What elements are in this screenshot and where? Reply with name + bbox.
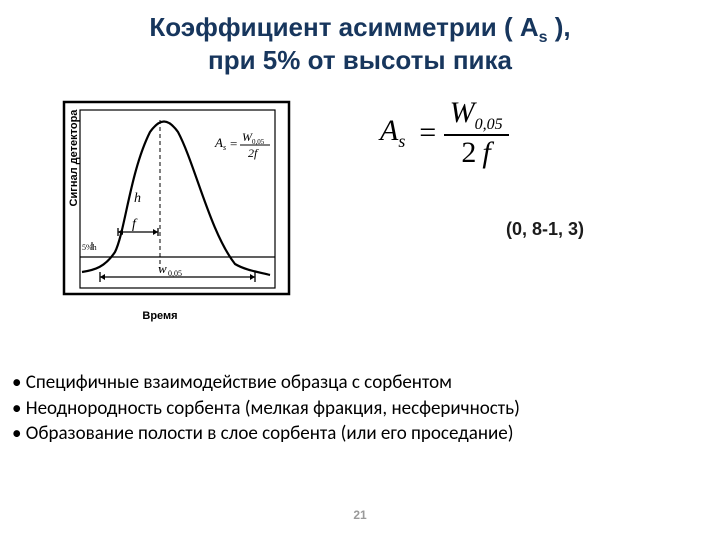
page-number: 21 bbox=[0, 508, 720, 522]
svg-text:A: A bbox=[214, 135, 223, 150]
title-line1a: Коэффициент асимметрии ( А bbox=[149, 12, 538, 42]
svg-text:h: h bbox=[134, 191, 141, 206]
svg-text:w: w bbox=[158, 261, 167, 276]
list-item: • Образование полости в слое сорбента (и… bbox=[12, 421, 708, 447]
title-line1b: ), bbox=[548, 12, 571, 42]
formula-num: W bbox=[450, 96, 475, 129]
asymmetry-formula: As = W0,05 2 f bbox=[380, 96, 710, 169]
acceptable-range: (0, 8-1, 3) bbox=[380, 219, 710, 240]
peak-chart: h f w 0,05 A s = W 0,05 2f bbox=[10, 92, 310, 322]
bullet-text: Специфичные взаимодействие образца с сор… bbox=[26, 371, 452, 394]
svg-text:s: s bbox=[223, 143, 226, 152]
svg-text:0,05: 0,05 bbox=[168, 269, 182, 278]
page-title: Коэффициент асимметрии ( Аs ), при 5% от… bbox=[0, 0, 720, 74]
formula-lhs-sub: s bbox=[398, 131, 405, 151]
title-line2: при 5% от высоты пика bbox=[208, 45, 512, 75]
chart-xlabel: Время bbox=[10, 310, 310, 322]
content-row: h f w 0,05 A s = W 0,05 2f bbox=[0, 92, 720, 322]
bullet-list: • Специфичные взаимодействие образца с с… bbox=[12, 370, 708, 447]
svg-text:2f: 2f bbox=[248, 146, 259, 160]
list-item: • Неоднородность сорбента (мелкая фракци… bbox=[12, 396, 708, 422]
chart-ylabel: Сигнал детектора bbox=[68, 88, 80, 228]
svg-text:f: f bbox=[132, 217, 138, 232]
svg-text:5%h: 5%h bbox=[82, 243, 97, 252]
formula-lhs: A bbox=[380, 114, 398, 147]
list-item: • Специфичные взаимодействие образца с с… bbox=[12, 370, 708, 396]
formula-num-sub: 0,05 bbox=[475, 116, 503, 133]
formula-column: As = W0,05 2 f (0, 8-1, 3) bbox=[310, 92, 710, 322]
bullet-text: Неоднородность сорбента (мелкая фракция,… bbox=[26, 397, 520, 420]
bullet-text: Образование полости в слое сорбента (или… bbox=[26, 422, 514, 445]
title-sub: s bbox=[539, 29, 548, 46]
formula-den-a: 2 bbox=[461, 136, 476, 169]
formula-den-b: f bbox=[482, 136, 490, 169]
svg-text:=: = bbox=[230, 136, 237, 151]
